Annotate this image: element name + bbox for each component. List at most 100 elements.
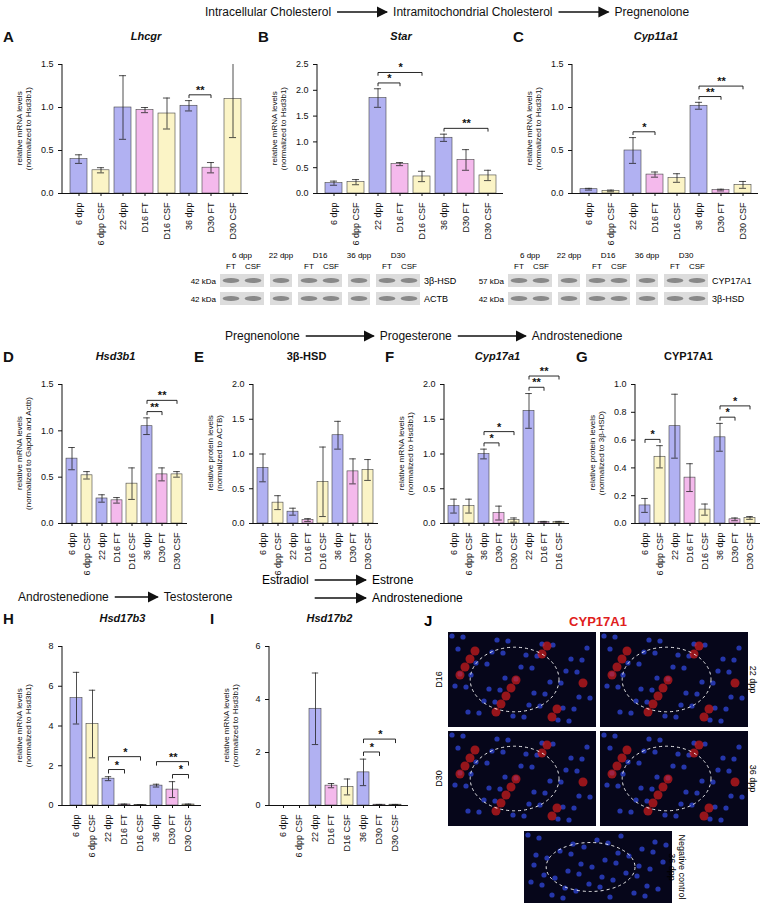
svg-text:0: 0 bbox=[255, 800, 260, 810]
svg-text:0.0: 0.0 bbox=[41, 188, 54, 198]
svg-text:2: 2 bbox=[255, 747, 260, 757]
svg-text:D30 FT: D30 FT bbox=[494, 532, 504, 563]
svg-text:6: 6 bbox=[255, 641, 260, 651]
svg-text:0.0: 0.0 bbox=[551, 188, 564, 198]
svg-text:1.5: 1.5 bbox=[296, 111, 309, 121]
svg-text:D16 FT: D16 FT bbox=[326, 814, 336, 845]
svg-text:22 dpp: 22 dpp bbox=[310, 815, 320, 843]
svg-text:D30 CSF: D30 CSF bbox=[363, 532, 373, 570]
svg-text:D16 FT: D16 FT bbox=[119, 814, 129, 845]
svg-text:FT: FT bbox=[592, 262, 602, 271]
svg-text:D16 FT: D16 FT bbox=[303, 532, 313, 563]
svg-text:Estradiol: Estradiol bbox=[262, 573, 309, 587]
svg-text:CYP17A1: CYP17A1 bbox=[712, 276, 752, 286]
svg-text:6 dpp CSF: 6 dpp CSF bbox=[655, 532, 665, 576]
svg-text:6 dpp: 6 dpp bbox=[74, 203, 84, 226]
svg-text:6 dpp: 6 dpp bbox=[640, 533, 650, 556]
svg-text:1.0: 1.0 bbox=[41, 102, 54, 112]
svg-text:Intracellular Cholesterol: Intracellular Cholesterol bbox=[205, 5, 331, 19]
svg-text:3β-HSD: 3β-HSD bbox=[712, 294, 745, 304]
svg-text:6 dpp CSF: 6 dpp CSF bbox=[273, 532, 283, 576]
svg-text:36 dpp: 36 dpp bbox=[358, 815, 368, 843]
svg-text:D16: D16 bbox=[313, 251, 328, 260]
svg-text:0.0: 0.0 bbox=[232, 518, 245, 528]
svg-text:6 dpp CSF: 6 dpp CSF bbox=[87, 814, 97, 858]
svg-text:22 dpp: 22 dpp bbox=[288, 533, 298, 561]
svg-text:0.8: 0.8 bbox=[614, 407, 627, 417]
svg-text:**: ** bbox=[706, 86, 715, 98]
svg-text:22 dpp: 22 dpp bbox=[748, 666, 758, 694]
svg-text:6 dpp: 6 dpp bbox=[329, 203, 339, 226]
svg-text:22 dpp: 22 dpp bbox=[269, 251, 294, 260]
svg-text:CSF: CSF bbox=[611, 262, 627, 271]
svg-text:D16 CSF: D16 CSF bbox=[127, 532, 137, 570]
svg-text:6 dpp CSF: 6 dpp CSF bbox=[294, 814, 304, 858]
svg-text:1.0: 1.0 bbox=[232, 449, 245, 459]
svg-text:Negative control36 dpp: Negative control36 dpp bbox=[667, 834, 687, 899]
svg-text:6 dpp CSF: 6 dpp CSF bbox=[606, 202, 616, 246]
svg-text:6 dpp: 6 dpp bbox=[278, 815, 288, 838]
svg-text:6 dpp CSF: 6 dpp CSF bbox=[82, 532, 92, 576]
svg-text:*: * bbox=[497, 421, 502, 433]
svg-text:6: 6 bbox=[48, 681, 53, 691]
svg-text:36 dpp: 36 dpp bbox=[715, 533, 725, 561]
svg-text:*: * bbox=[725, 406, 730, 418]
svg-text:36 dpp: 36 dpp bbox=[151, 815, 161, 843]
svg-text:57 kDa: 57 kDa bbox=[479, 277, 505, 286]
svg-text:42 kDa: 42 kDa bbox=[191, 295, 217, 304]
svg-text:*: * bbox=[489, 432, 494, 444]
svg-text:D30: D30 bbox=[434, 770, 444, 787]
svg-text:*: * bbox=[387, 72, 392, 84]
svg-text:36 dpp: 36 dpp bbox=[748, 765, 758, 793]
svg-text:D16 FT: D16 FT bbox=[140, 202, 150, 233]
svg-text:36 dpp: 36 dpp bbox=[439, 203, 449, 231]
svg-text:22 dpp: 22 dpp bbox=[557, 251, 582, 260]
svg-text:42 kDa: 42 kDa bbox=[479, 295, 505, 304]
svg-text:**: ** bbox=[169, 751, 178, 763]
svg-text:0.5: 0.5 bbox=[232, 484, 245, 494]
svg-text:FT: FT bbox=[670, 262, 680, 271]
svg-text:Pregnenolone: Pregnenolone bbox=[614, 5, 689, 19]
svg-text:1.5: 1.5 bbox=[232, 414, 245, 424]
svg-text:8: 8 bbox=[48, 641, 53, 651]
svg-text:**: ** bbox=[462, 117, 471, 129]
svg-text:0.5: 0.5 bbox=[41, 472, 54, 482]
svg-text:J: J bbox=[424, 612, 432, 629]
svg-text:D30 FT: D30 FT bbox=[348, 532, 358, 563]
svg-text:0.0: 0.0 bbox=[614, 518, 627, 528]
svg-text:**: ** bbox=[717, 75, 726, 87]
svg-text:Estrone: Estrone bbox=[372, 573, 414, 587]
svg-text:3β-HSD: 3β-HSD bbox=[424, 276, 457, 286]
svg-text:CSF: CSF bbox=[401, 262, 417, 271]
svg-text:D30 CSF: D30 CSF bbox=[745, 532, 755, 570]
svg-text:D16 CSF: D16 CSF bbox=[135, 814, 145, 852]
svg-text:1.0: 1.0 bbox=[296, 137, 309, 147]
svg-text:**: ** bbox=[158, 389, 167, 401]
svg-text:D30 FT: D30 FT bbox=[730, 532, 740, 563]
svg-text:FT: FT bbox=[382, 262, 392, 271]
svg-text:2.0: 2.0 bbox=[423, 379, 436, 389]
svg-text:D30: D30 bbox=[391, 251, 406, 260]
svg-text:D30 FT: D30 FT bbox=[206, 202, 216, 233]
svg-text:2.0: 2.0 bbox=[232, 379, 245, 389]
svg-text:D16 CSF: D16 CSF bbox=[162, 202, 172, 240]
svg-text:36 dpp: 36 dpp bbox=[635, 251, 660, 260]
svg-text:Androstenedione: Androstenedione bbox=[372, 591, 463, 605]
svg-text:36 dpp: 36 dpp bbox=[184, 203, 194, 231]
svg-text:*: * bbox=[115, 759, 120, 771]
svg-text:0.5: 0.5 bbox=[551, 145, 564, 155]
svg-text:36 dpp: 36 dpp bbox=[479, 533, 489, 561]
svg-text:22 dpp: 22 dpp bbox=[524, 533, 534, 561]
svg-text:Pregnenolone: Pregnenolone bbox=[225, 329, 300, 343]
svg-text:0.5: 0.5 bbox=[296, 163, 309, 173]
svg-text:36 dpp: 36 dpp bbox=[347, 251, 372, 260]
svg-text:FT: FT bbox=[226, 262, 236, 271]
svg-text:D16: D16 bbox=[601, 251, 616, 260]
svg-text:D16: D16 bbox=[434, 671, 444, 688]
svg-text:6 dpp: 6 dpp bbox=[71, 815, 81, 838]
svg-text:D30 CSF: D30 CSF bbox=[172, 532, 182, 570]
svg-text:Progesterone: Progesterone bbox=[380, 329, 452, 343]
svg-text:6 dpp CSF: 6 dpp CSF bbox=[96, 202, 106, 246]
svg-text:6 dpp CSF: 6 dpp CSF bbox=[351, 202, 361, 246]
svg-text:CYP17A1: CYP17A1 bbox=[569, 614, 627, 629]
